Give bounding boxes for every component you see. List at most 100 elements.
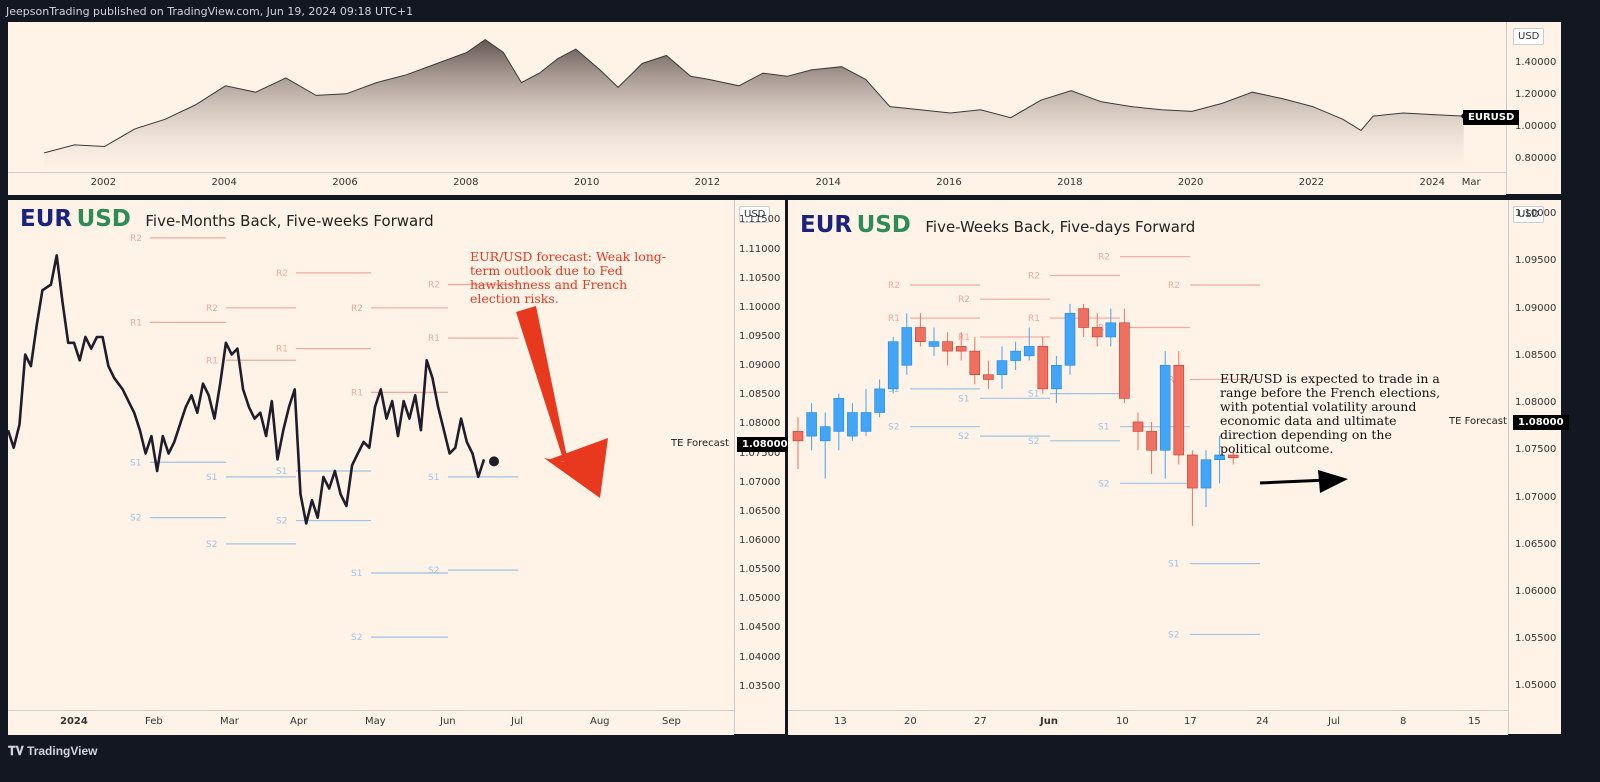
bull-candle	[1023, 346, 1035, 357]
bull-candle	[901, 327, 913, 366]
x-tick-label: 2006	[332, 177, 358, 188]
bear-candle	[942, 341, 953, 352]
pivot-label: R1	[958, 333, 970, 343]
pivot-label: R1	[276, 345, 288, 355]
left-line-chart[interactable]: R2 R1 S1 S2 R2 R1 S1 S2 R2 R1 S1 S2 R2 R1 S1 S2 R2 R1 S1 S2	[8, 200, 734, 710]
pivot-label: S2	[1028, 437, 1039, 447]
x-tick-label: Apr	[290, 716, 308, 727]
bear-candle	[1173, 364, 1185, 456]
y-tick-label: 1.00000	[1515, 121, 1557, 133]
x-tick-label: 20	[904, 716, 917, 727]
pivot-label: R2	[351, 304, 363, 314]
x-tick-label: 2004	[211, 177, 237, 188]
pivot-label: S2	[206, 540, 217, 550]
pivot-label: R2	[1028, 272, 1040, 282]
y-tick-label: 1.06000	[739, 534, 781, 546]
publish-header: JeepsonTrading published on TradingView.…	[6, 5, 414, 18]
right-chart-title: EUR USD Five-Weeks Back, Five-days Forwa…	[800, 212, 1195, 238]
pivot-label: R1	[351, 388, 363, 398]
y-tick-label: 1.07500	[1515, 444, 1557, 456]
y-tick-label: 1.11000	[739, 243, 781, 255]
bear-candle	[1037, 346, 1049, 390]
x-tick-label: Jun	[440, 716, 456, 727]
brand-name: TradingView	[27, 744, 98, 758]
x-tick-label: 2020	[1177, 177, 1204, 188]
top-chart-panel: USD 1.40000 1.20000 1.00000 0.80000 EURUSD …	[8, 22, 1561, 195]
title-usd: USD	[856, 212, 911, 238]
forecast-price-badge: 1.08000	[737, 437, 793, 452]
currency-label: USD	[739, 206, 771, 223]
top-time-axis[interactable]: 2002 2004 2006 2008 2010 2012 2014 2016 2018 2020…	[8, 172, 1506, 195]
bear-candle	[1227, 454, 1239, 459]
x-tick-label: Feb	[145, 716, 163, 727]
right-chart-panel: R2R1S1S2R2R1S1S2R2R1S1S2R2R1S1S2R2R1S1S2…	[788, 200, 1569, 735]
left-time-axis[interactable]: 2024 Feb Mar Apr May Jun Jul Aug Sep	[8, 710, 734, 735]
y-tick-label: 1.06500	[1515, 538, 1557, 550]
x-tick-label: 2022	[1298, 177, 1325, 188]
title-eur: EUR	[800, 212, 853, 238]
pivot-label: S2	[130, 514, 141, 524]
y-tick-label: 1.07500	[739, 447, 781, 459]
x-tick-label: Mar	[1461, 177, 1481, 188]
left-chart-panel: R2 R1 S1 S2 R2 R1 S1 S2 R2 R1 S1 S2 R2 R1 S1 S2 R2 R1 S1 S2…	[8, 200, 793, 735]
te-forecast-label: TE Forecast	[671, 438, 729, 449]
pivot-label: S1	[428, 473, 439, 483]
right-price-axis[interactable]: USD 1.10000 1.09500 1.09000 1.08500 1.08000 1…	[1508, 200, 1569, 734]
x-tick-label: Jun	[1040, 716, 1058, 727]
x-tick-label: 2008	[453, 177, 479, 188]
pivot-label: S2	[1168, 630, 1179, 640]
y-tick-label: 1.09500	[739, 330, 781, 342]
right-time-axis[interactable]: 13 20 27 Jun 10 17 24 Jul 8 15	[788, 710, 1508, 735]
pivot-label: S2	[1098, 479, 1109, 489]
sideways-arrow-head	[1318, 470, 1348, 493]
pivot-label: R1	[888, 314, 900, 324]
top-price-axis[interactable]: USD 1.40000 1.20000 1.00000 0.80000 EURUSD	[1463, 22, 1561, 194]
x-tick-label: Aug	[590, 716, 610, 727]
x-tick-label: 2016	[936, 177, 962, 188]
bear-candle	[915, 327, 926, 342]
x-tick-label: 17	[1184, 716, 1197, 727]
te-forecast-label: TE Forecast	[1449, 416, 1507, 427]
y-tick-label: 1.08000	[739, 418, 781, 430]
y-tick-label: 1.06000	[1515, 585, 1557, 597]
pivot-label: S1	[206, 473, 217, 483]
chart-subtitle: Five-Months Back, Five-weeks Forward	[145, 212, 434, 230]
pivot-label: S2	[351, 633, 362, 643]
pivot-label: S1	[276, 467, 287, 477]
y-tick-label: 1.09000	[739, 360, 781, 372]
pivot-label: R2	[958, 295, 970, 305]
x-tick-label: Jul	[511, 716, 524, 727]
bull-candle	[887, 341, 899, 390]
currency-label: USD	[1513, 206, 1545, 223]
x-tick-label: 8	[1400, 716, 1407, 727]
bull-candle	[1051, 364, 1062, 390]
x-tick-label: 13	[834, 716, 847, 727]
y-tick-label: 1.07000	[1515, 491, 1557, 503]
y-tick-label: 1.04000	[739, 651, 781, 663]
bear-candle	[792, 431, 804, 442]
tradingview-icon: 𝐓𝐕	[8, 744, 24, 758]
bull-candle	[1159, 364, 1171, 451]
x-tick-label: 27	[974, 716, 987, 727]
pivot-label: R1	[428, 334, 440, 344]
pivot-label: S2	[958, 432, 969, 442]
bull-candle	[1105, 322, 1117, 338]
left-price-axis[interactable]: USD 1.11500 1.11000 1.10500 1.10000 1.09500 1…	[734, 200, 793, 734]
bull-candle	[1064, 313, 1076, 366]
y-tick-label: 1.11500	[739, 214, 781, 226]
x-tick-label: 2024	[1419, 177, 1445, 188]
bear-candle	[1187, 454, 1198, 489]
forecast-annotation: EUR/USD forecast: Weak long-term outlook…	[470, 249, 667, 306]
bear-candle	[1132, 421, 1144, 432]
y-tick-label: 1.08500	[1515, 349, 1557, 361]
bull-candle	[996, 360, 1008, 376]
bull-candle	[806, 412, 817, 437]
top-area-chart[interactable]	[8, 22, 1506, 172]
y-tick-label: 1.05500	[739, 564, 781, 576]
x-tick-label: Jul	[1328, 716, 1341, 727]
pivot-label: R2	[1168, 281, 1180, 291]
forecast-annotation: EUR/USD is expected to trade in a range …	[1220, 371, 1441, 456]
chart-subtitle: Five-Weeks Back, Five-days Forward	[925, 218, 1196, 236]
bull-candle	[847, 412, 858, 437]
